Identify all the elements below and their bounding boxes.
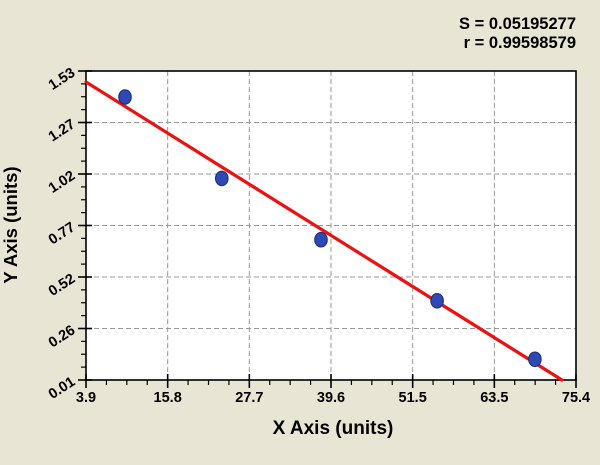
svg-text:75.4: 75.4 (562, 390, 590, 406)
svg-text:Y Axis (units): Y Axis (units) (0, 166, 21, 283)
svg-text:27.7: 27.7 (235, 390, 263, 406)
svg-text:3.9: 3.9 (76, 390, 96, 406)
svg-text:39.6: 39.6 (317, 390, 345, 406)
svg-text:X Axis (units): X Axis (units) (273, 418, 394, 439)
svg-text:15.8: 15.8 (154, 390, 182, 406)
svg-text:S = 0.05195277: S = 0.05195277 (459, 15, 576, 33)
svg-text:r = 0.99598579: r = 0.99598579 (464, 34, 576, 52)
svg-text:63.5: 63.5 (480, 390, 508, 406)
svg-text:51.5: 51.5 (399, 390, 427, 406)
